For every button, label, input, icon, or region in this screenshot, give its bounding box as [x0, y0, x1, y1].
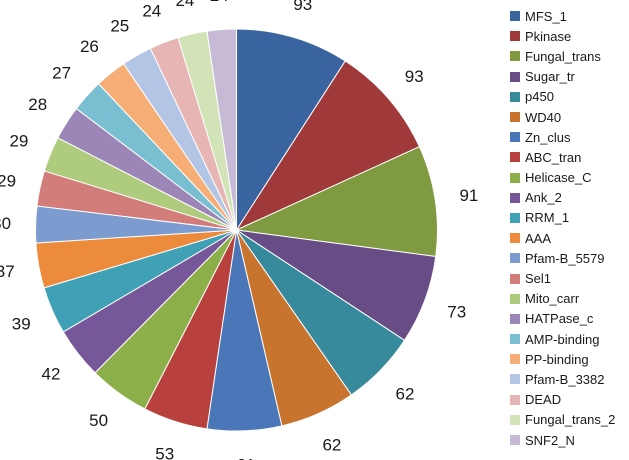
legend-swatch — [510, 212, 520, 223]
legend-item: HATPase_c — [510, 309, 628, 329]
legend-label: HATPase_c — [525, 311, 594, 327]
data-label: 25 — [110, 17, 129, 36]
legend-label: RRM_1 — [525, 210, 570, 226]
data-label: 24 — [175, 0, 194, 10]
data-label: 29 — [0, 172, 16, 191]
legend-label: AMP-binding — [525, 331, 600, 347]
legend-item: Fungal_trans_2 — [510, 410, 628, 430]
legend-item: Sugar_tr — [510, 67, 628, 87]
legend-label: Mito_carr — [525, 291, 580, 307]
legend-label: WD40 — [525, 109, 562, 125]
legend-item: Sel1 — [510, 268, 628, 288]
legend-label: AAA — [525, 230, 552, 246]
legend-label: Sugar_tr — [525, 69, 575, 85]
legend-label: Pkinase — [525, 28, 572, 44]
legend-swatch — [510, 253, 520, 264]
legend-item: AAA — [510, 228, 628, 248]
legend-item: ABC_tran — [510, 147, 628, 167]
data-label: 53 — [155, 444, 174, 460]
legend-item: Pfam-B_3382 — [510, 369, 628, 389]
legend-item: WD40 — [510, 107, 628, 127]
legend-swatch — [510, 112, 520, 123]
legend-swatch — [510, 374, 520, 385]
legend-swatch — [510, 91, 520, 102]
legend-label: Fungal_trans_2 — [525, 412, 616, 428]
pie-slice-snf2-n — [206, 28, 237, 231]
legend-label: Helicase_C — [525, 170, 592, 186]
legend-item: Helicase_C — [510, 168, 628, 188]
legend-label: ABC_tran — [525, 149, 582, 165]
legend-item: Pfam-B_5579 — [510, 248, 628, 268]
data-label: 27 — [52, 64, 71, 83]
data-label: 37 — [0, 262, 15, 281]
legend-label: Pfam-B_3382 — [525, 371, 605, 387]
legend-swatch — [510, 273, 520, 284]
data-label: 61 — [236, 455, 255, 460]
data-label: 50 — [89, 411, 108, 430]
legend-swatch — [510, 293, 520, 304]
data-label: 26 — [80, 37, 99, 56]
legend-label: DEAD — [525, 392, 562, 408]
data-label: 28 — [28, 95, 47, 114]
data-label: 24 — [210, 0, 229, 5]
legend-item: Pkinase — [510, 26, 628, 46]
legend-swatch — [510, 233, 520, 244]
legend-label: Fungal_trans — [525, 48, 601, 64]
legend-item: Zn_clus — [510, 127, 628, 147]
legend-swatch — [510, 152, 520, 163]
legend-label: p450 — [525, 89, 554, 105]
legend-swatch — [510, 394, 520, 405]
legend-swatch — [510, 31, 520, 42]
legend-label: Pfam-B_5579 — [525, 250, 605, 266]
legend-item: p450 — [510, 87, 628, 107]
data-label: 24 — [142, 1, 161, 20]
data-label: 62 — [396, 384, 415, 403]
data-label: 93 — [293, 0, 312, 14]
legend-item: MFS_1 — [510, 6, 628, 26]
legend-item: SNF2_N — [510, 430, 628, 450]
legend-swatch — [510, 192, 520, 203]
legend-label: MFS_1 — [525, 8, 567, 24]
data-label: 62 — [322, 435, 341, 454]
legend-item: PP-binding — [510, 349, 628, 369]
legend-label: Zn_clus — [525, 129, 571, 145]
legend-item: Ank_2 — [510, 188, 628, 208]
data-label: 29 — [9, 132, 28, 151]
data-label: 93 — [405, 67, 424, 86]
legend-label: PP-binding — [525, 351, 589, 367]
legend-label: Ank_2 — [525, 190, 562, 206]
legend-item: DEAD — [510, 390, 628, 410]
legend-swatch — [510, 51, 520, 62]
legend-swatch — [510, 313, 520, 324]
legend-label: SNF2_N — [525, 432, 575, 448]
pie-slice-fungal-trans — [234, 146, 438, 258]
data-label: 30 — [0, 214, 11, 233]
legend-swatch — [510, 132, 520, 143]
legend-swatch — [510, 414, 520, 425]
legend-swatch — [510, 71, 520, 82]
pie-slice-mfs-1 — [236, 28, 346, 232]
legend-swatch — [510, 354, 520, 365]
legend-item: AMP-binding — [510, 329, 628, 349]
data-label: 42 — [42, 365, 61, 384]
legend-swatch — [510, 11, 520, 22]
data-label: 73 — [447, 303, 466, 322]
legend-item: Mito_carr — [510, 289, 628, 309]
data-label: 91 — [459, 186, 478, 205]
pie-slice-pkinase — [235, 60, 421, 232]
legend-swatch — [510, 172, 520, 183]
legend: MFS_1 Pkinase Fungal_trans Sugar_tr p450 WD40… — [510, 6, 628, 450]
legend-swatch — [510, 334, 520, 345]
data-label: 39 — [12, 315, 31, 334]
legend-item: RRM_1 — [510, 208, 628, 228]
legend-label: Sel1 — [525, 271, 552, 287]
legend-item: Fungal_trans — [510, 46, 628, 66]
legend-swatch — [510, 435, 520, 446]
